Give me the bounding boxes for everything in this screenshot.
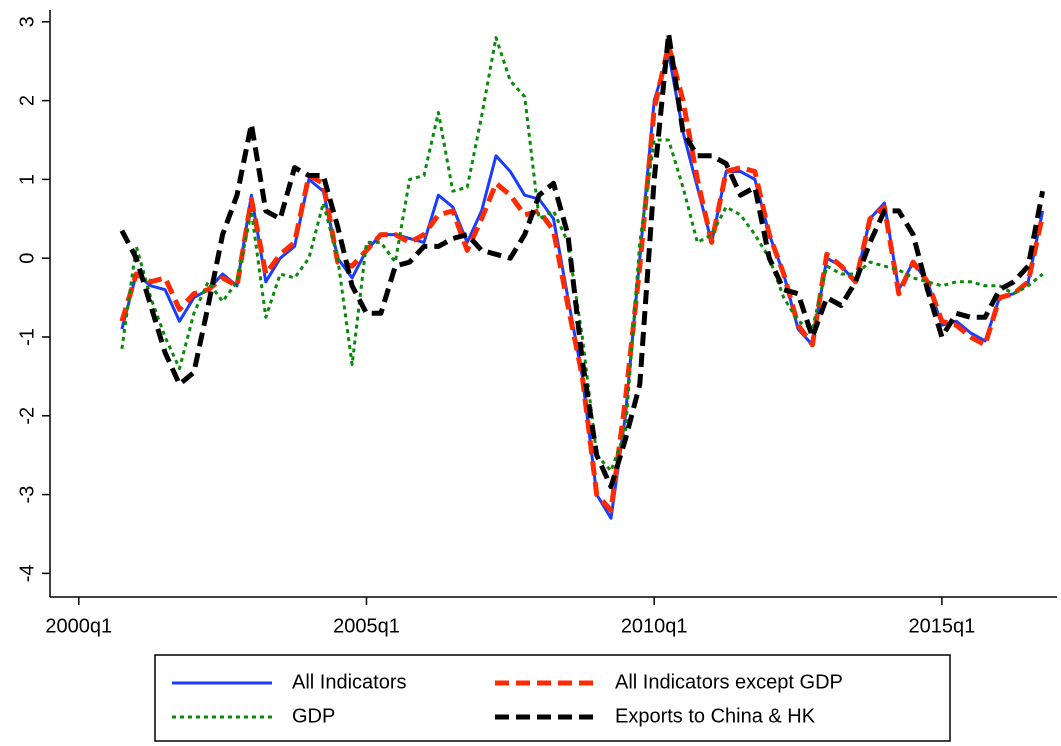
series-line: [119, 43, 1046, 513]
x-tick-label: 2015q1: [909, 615, 976, 637]
legend-label: Exports to China & HK: [615, 705, 816, 727]
series-line: [119, 31, 1046, 490]
legend-label: All Indicators: [292, 671, 407, 693]
y-tick-label: 1: [16, 174, 38, 185]
y-tick-label: 0: [16, 253, 38, 264]
y-tick-label: 2: [16, 95, 38, 106]
y-tick-label: -4: [16, 564, 38, 582]
y-tick-label: -1: [16, 328, 38, 346]
y-tick-label: -3: [16, 486, 38, 504]
legend-box: [154, 654, 951, 742]
series-line: [120, 36, 1044, 473]
x-tick-label: 2005q1: [333, 615, 400, 637]
x-tick-label: 2000q1: [45, 615, 112, 637]
y-tick-label: -2: [16, 407, 38, 425]
legend-label: GDP: [292, 705, 335, 727]
y-tick-label: 3: [16, 16, 38, 27]
x-tick-label: 2010q1: [621, 615, 688, 637]
legend-label: All Indicators except GDP: [615, 671, 843, 693]
